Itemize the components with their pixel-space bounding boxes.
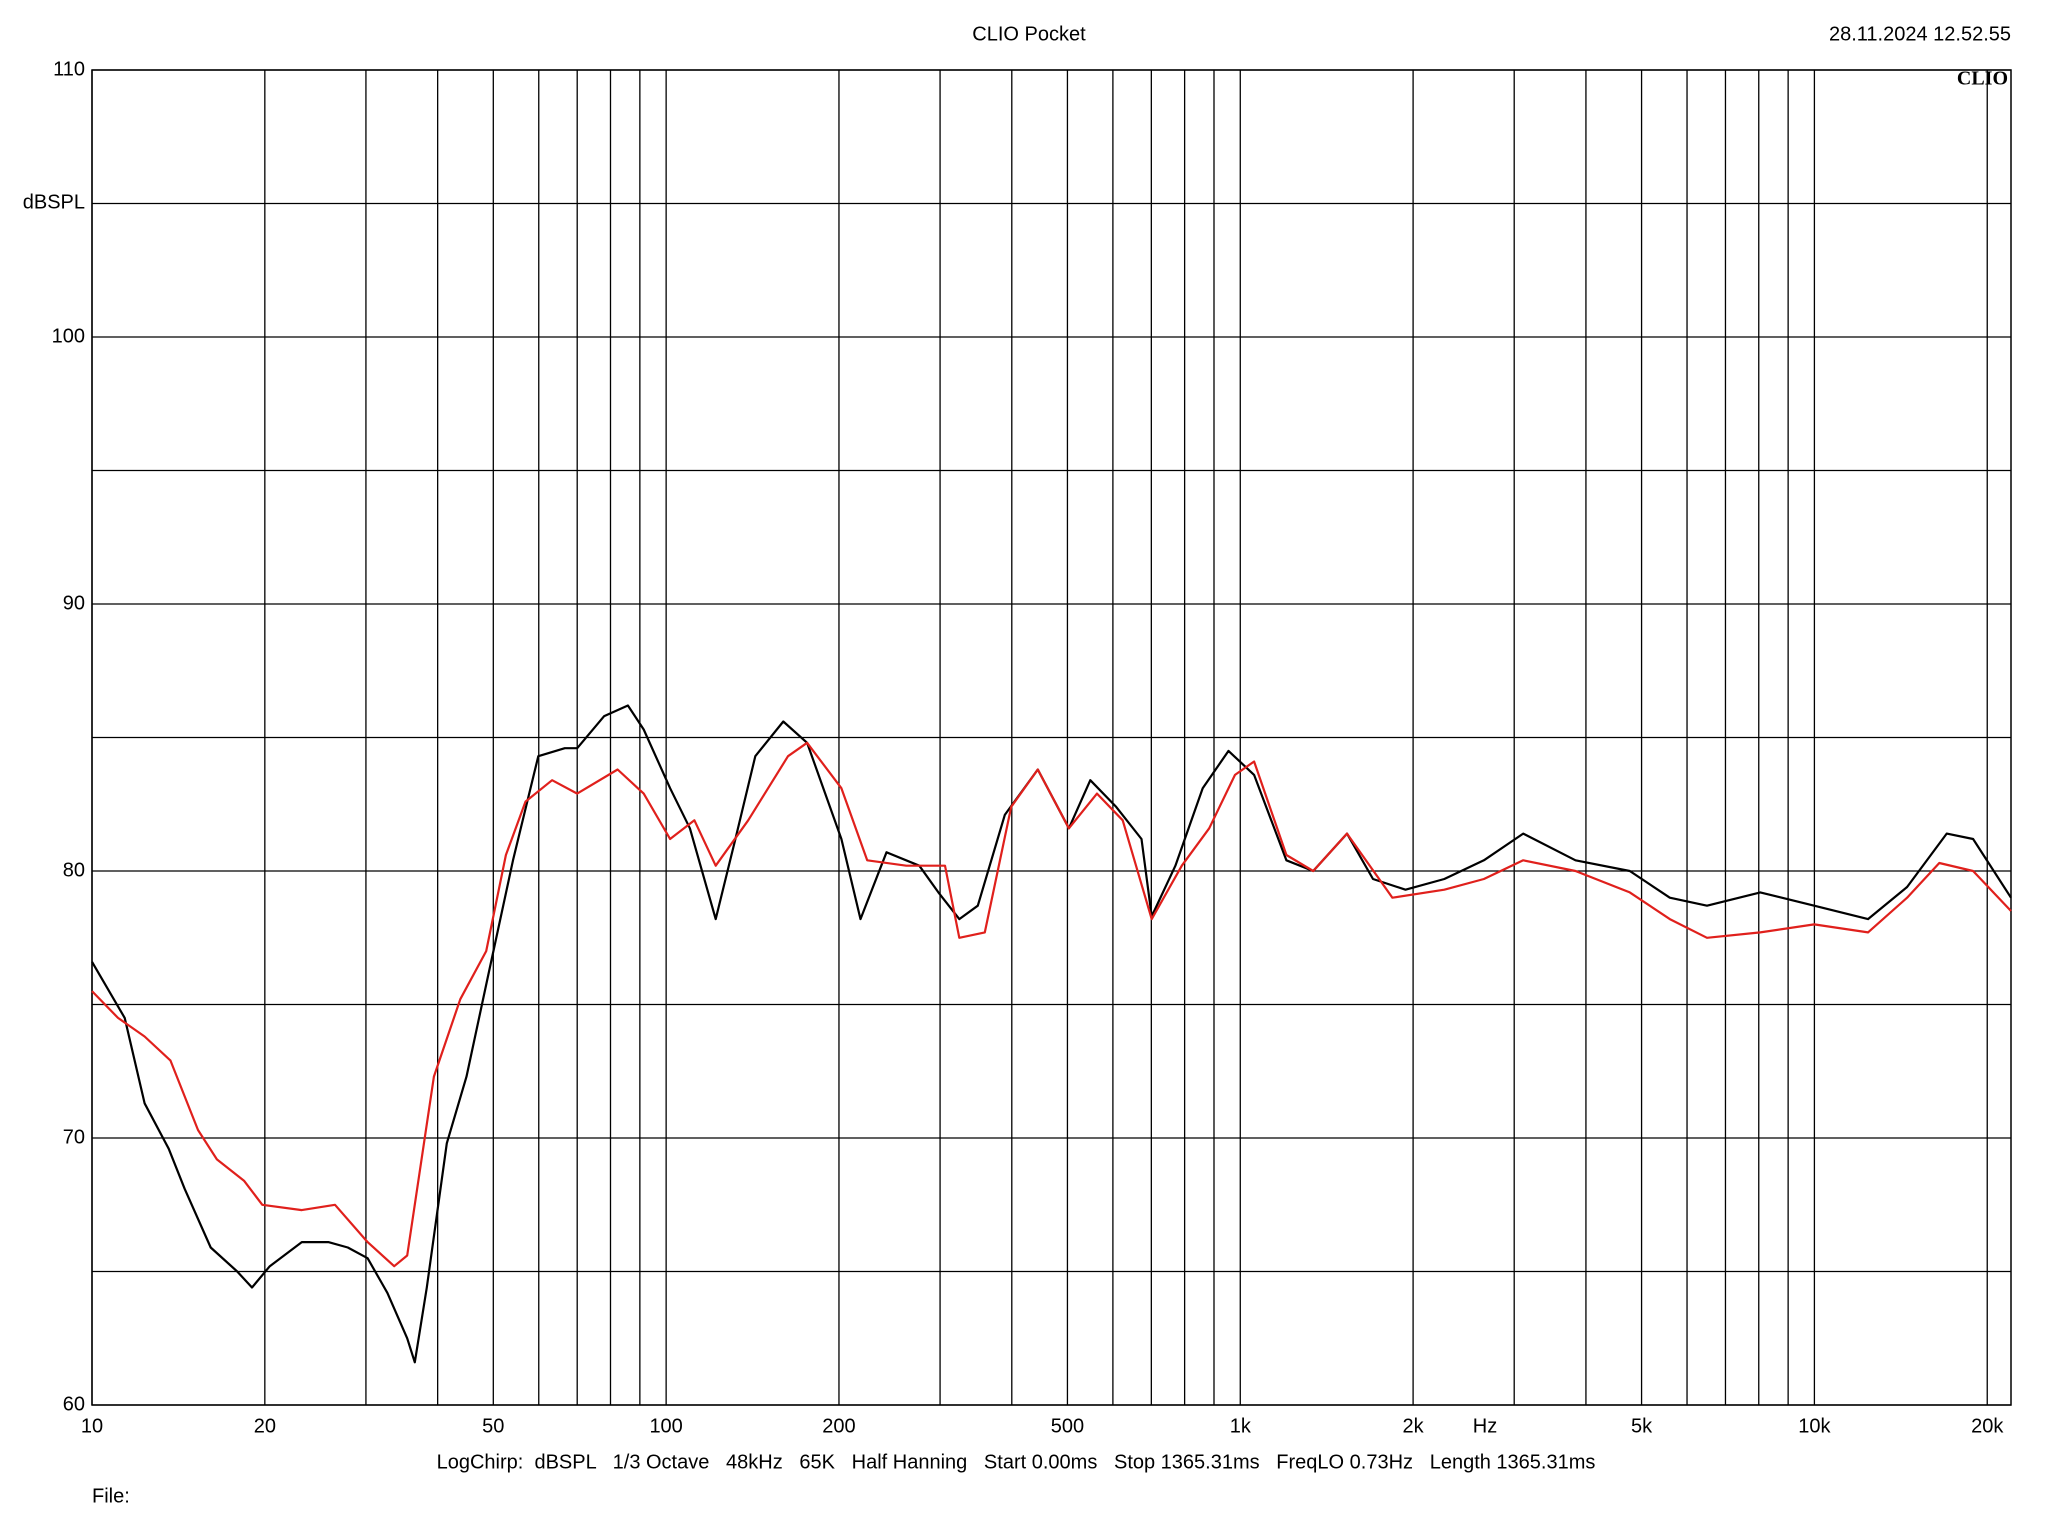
file-label: File: [92, 1485, 130, 1507]
plot-frame [91, 69, 2012, 1406]
y-tick-label: 110 [53, 58, 85, 80]
x-tick-label: 1k [1230, 1415, 1252, 1437]
x-tick-label: 2k [1403, 1415, 1425, 1437]
x-tick-label: 20 [254, 1415, 276, 1437]
x-tick-label: 100 [649, 1415, 682, 1437]
timestamp: 28.11.2024 12.52.55 [1829, 23, 2011, 45]
x-tick-label: 20k [1971, 1415, 2004, 1437]
y-tick-label: 80 [63, 859, 85, 881]
logo: CLIO [1957, 68, 2008, 90]
x-tick-label: 500 [1051, 1415, 1084, 1437]
x-tick-label: 10 [81, 1415, 103, 1437]
y-axis-label: dBSPL [23, 191, 85, 213]
y-tick-label: 100 [52, 325, 85, 347]
y-tick-label: 70 [63, 1126, 85, 1148]
chart-title: CLIO Pocket [972, 23, 1086, 45]
x-tick-label: 5k [1631, 1415, 1653, 1437]
y-tick-label: 60 [63, 1393, 85, 1415]
series-line [91, 741, 2012, 1268]
x-tick-label: 50 [482, 1415, 504, 1437]
series-line [91, 704, 2012, 1364]
x-tick-label: 10k [1798, 1415, 1831, 1437]
footer: LogChirp: dBSPL 1/3 Octave 48kHz 65K Hal… [437, 1451, 1596, 1473]
y-tick-label: 90 [63, 592, 85, 614]
x-axis-label: Hz [1473, 1415, 1497, 1437]
x-tick-label: 200 [822, 1415, 855, 1437]
